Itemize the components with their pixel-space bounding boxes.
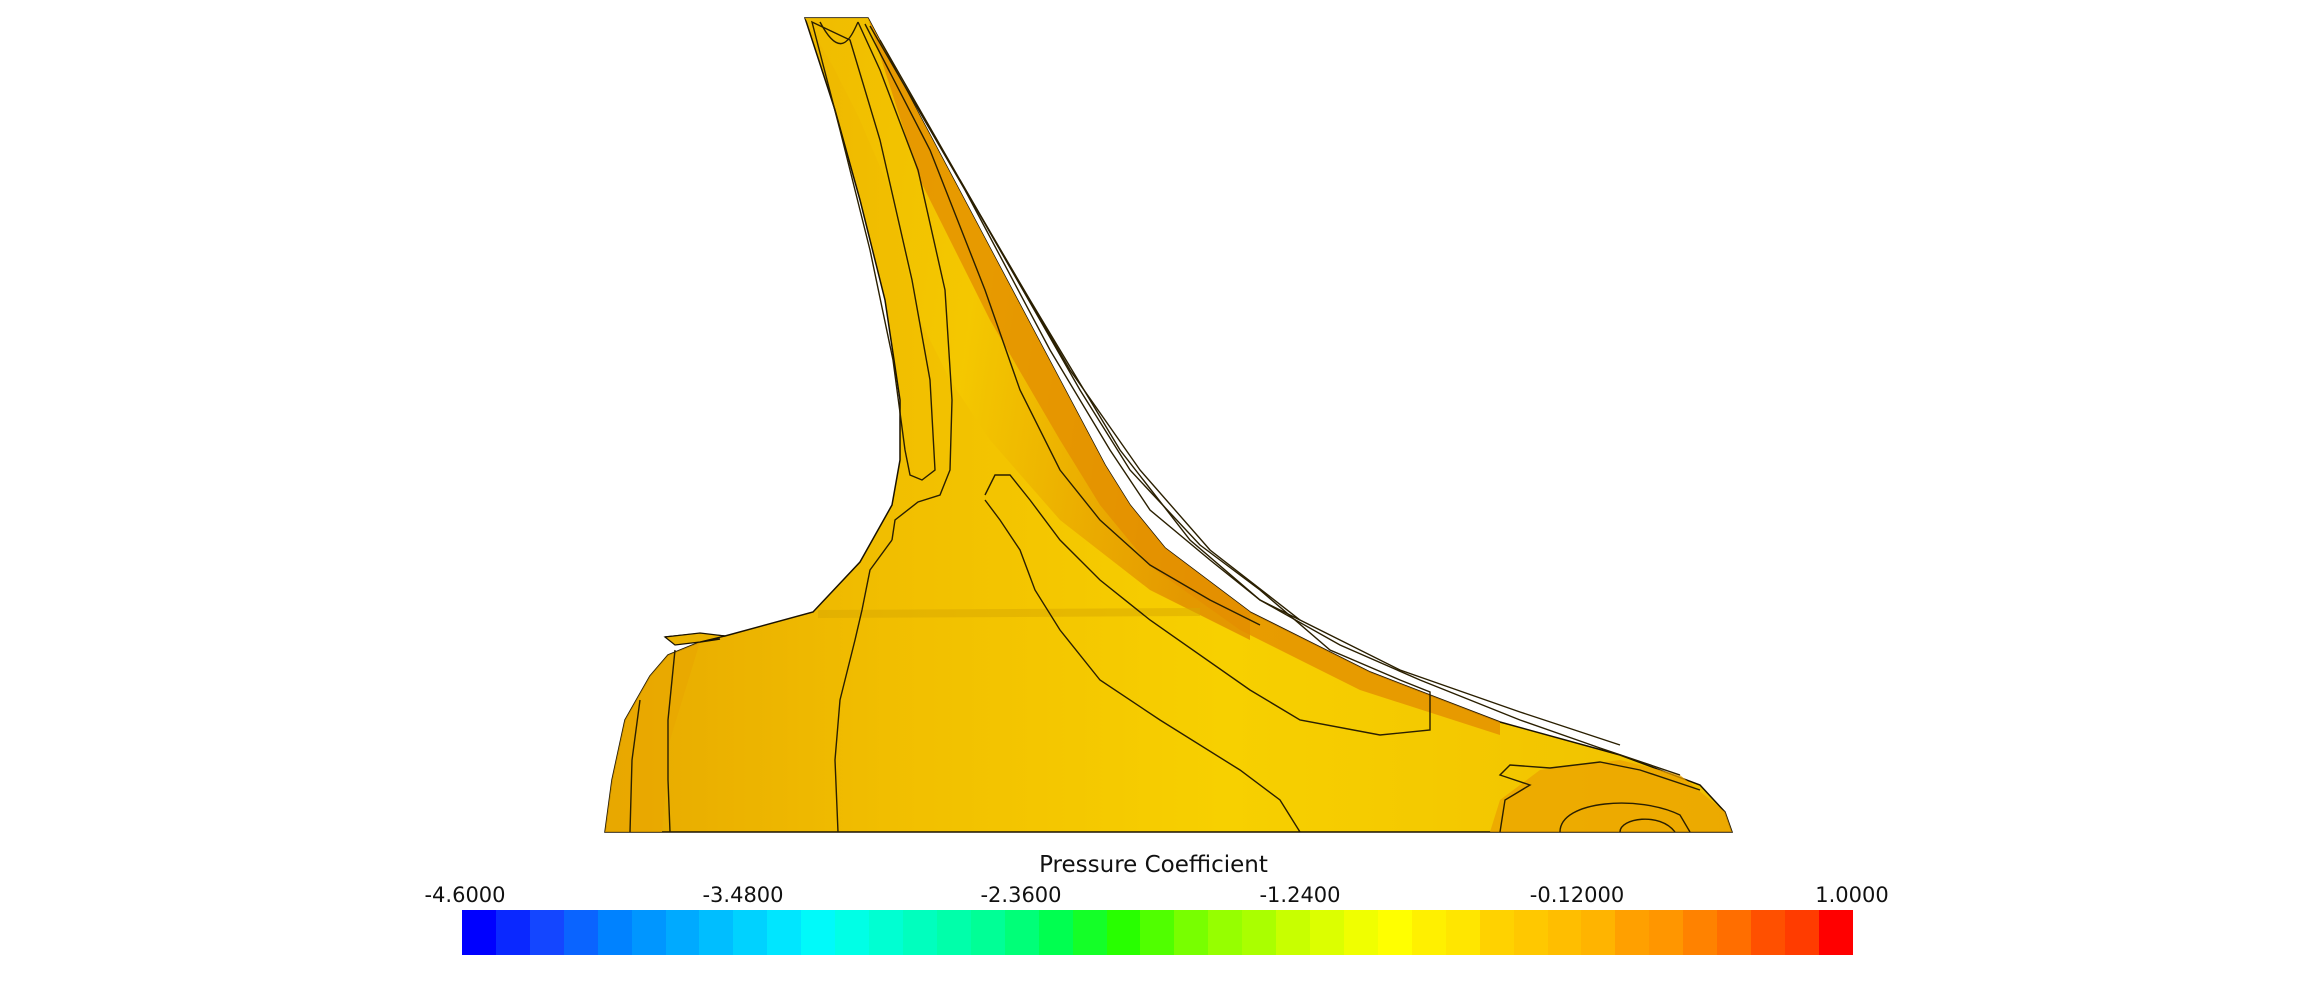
colorbar-segment: [529, 910, 564, 955]
colorbar-segment: [1649, 910, 1684, 955]
colorbar: [462, 910, 1853, 955]
colorbar-segment: [1445, 910, 1480, 955]
legend-tick-label: 1.0000: [1815, 883, 1889, 907]
colorbar-segment: [1377, 910, 1412, 955]
colorbar-segment: [970, 910, 1005, 955]
stagnation-region: [1490, 760, 1732, 832]
colorbar-segment: [1106, 910, 1141, 955]
left-stub: [663, 632, 726, 646]
colorbar-segment: [699, 910, 734, 955]
colorbar-segment: [869, 910, 903, 955]
legend-tick-label: -4.6000: [424, 883, 506, 907]
side-panel: [605, 642, 700, 832]
contour-lines: [629, 20, 1701, 833]
colorbar-segment: [1513, 910, 1548, 955]
legend-tick-label: -1.2400: [1259, 883, 1341, 907]
colorbar-segment: [1038, 910, 1073, 955]
colorbar-segment: [1479, 910, 1514, 955]
colorbar-segment: [767, 910, 802, 955]
colorbar-segment: [1310, 910, 1344, 955]
colorbar-segment: [1615, 910, 1650, 955]
colorbar-segment: [597, 910, 632, 955]
legend-tick-label: -2.3600: [980, 883, 1062, 907]
legend-tick-label: -0.12000: [1529, 883, 1625, 907]
colorbar-segment: [1343, 910, 1378, 955]
colorbar-segment: [1276, 910, 1311, 955]
colorbar-segment: [1717, 910, 1752, 955]
colorbar-segment: [1072, 910, 1107, 955]
colorbar-segment: [631, 910, 666, 955]
vehicle-surface: [604, 17, 1734, 833]
colorbar-segment: [1581, 910, 1616, 955]
colorbar-segment: [1411, 910, 1446, 955]
colorbar-segment: [1784, 910, 1819, 955]
colorbar-segment: [936, 910, 971, 955]
colorbar-segment: [1242, 910, 1277, 955]
colorbar-segment: [902, 910, 937, 955]
colorbar-segment: [835, 910, 870, 955]
colorbar-segment: [1683, 910, 1718, 955]
colorbar-segment: [733, 910, 768, 955]
body-seam: [817, 608, 1201, 618]
colorbar-segment: [1547, 910, 1582, 955]
colorbar-segment: [495, 910, 530, 955]
colorbar-segment: [1751, 910, 1785, 955]
legend-tick-label: -3.4800: [702, 883, 784, 907]
colorbar-segment: [563, 910, 598, 955]
legend-title: Pressure Coefficient: [1039, 852, 1268, 878]
colorbar-segment: [1004, 910, 1039, 955]
colorbar-segment: [1818, 910, 1853, 955]
colorbar-segment: [462, 910, 496, 955]
colorbar-segment: [665, 910, 700, 955]
colorbar-segment: [801, 910, 836, 955]
colorbar-segment: [1140, 910, 1175, 955]
colorbar-segment: [1174, 910, 1209, 955]
colorbar-segment: [1208, 910, 1243, 955]
